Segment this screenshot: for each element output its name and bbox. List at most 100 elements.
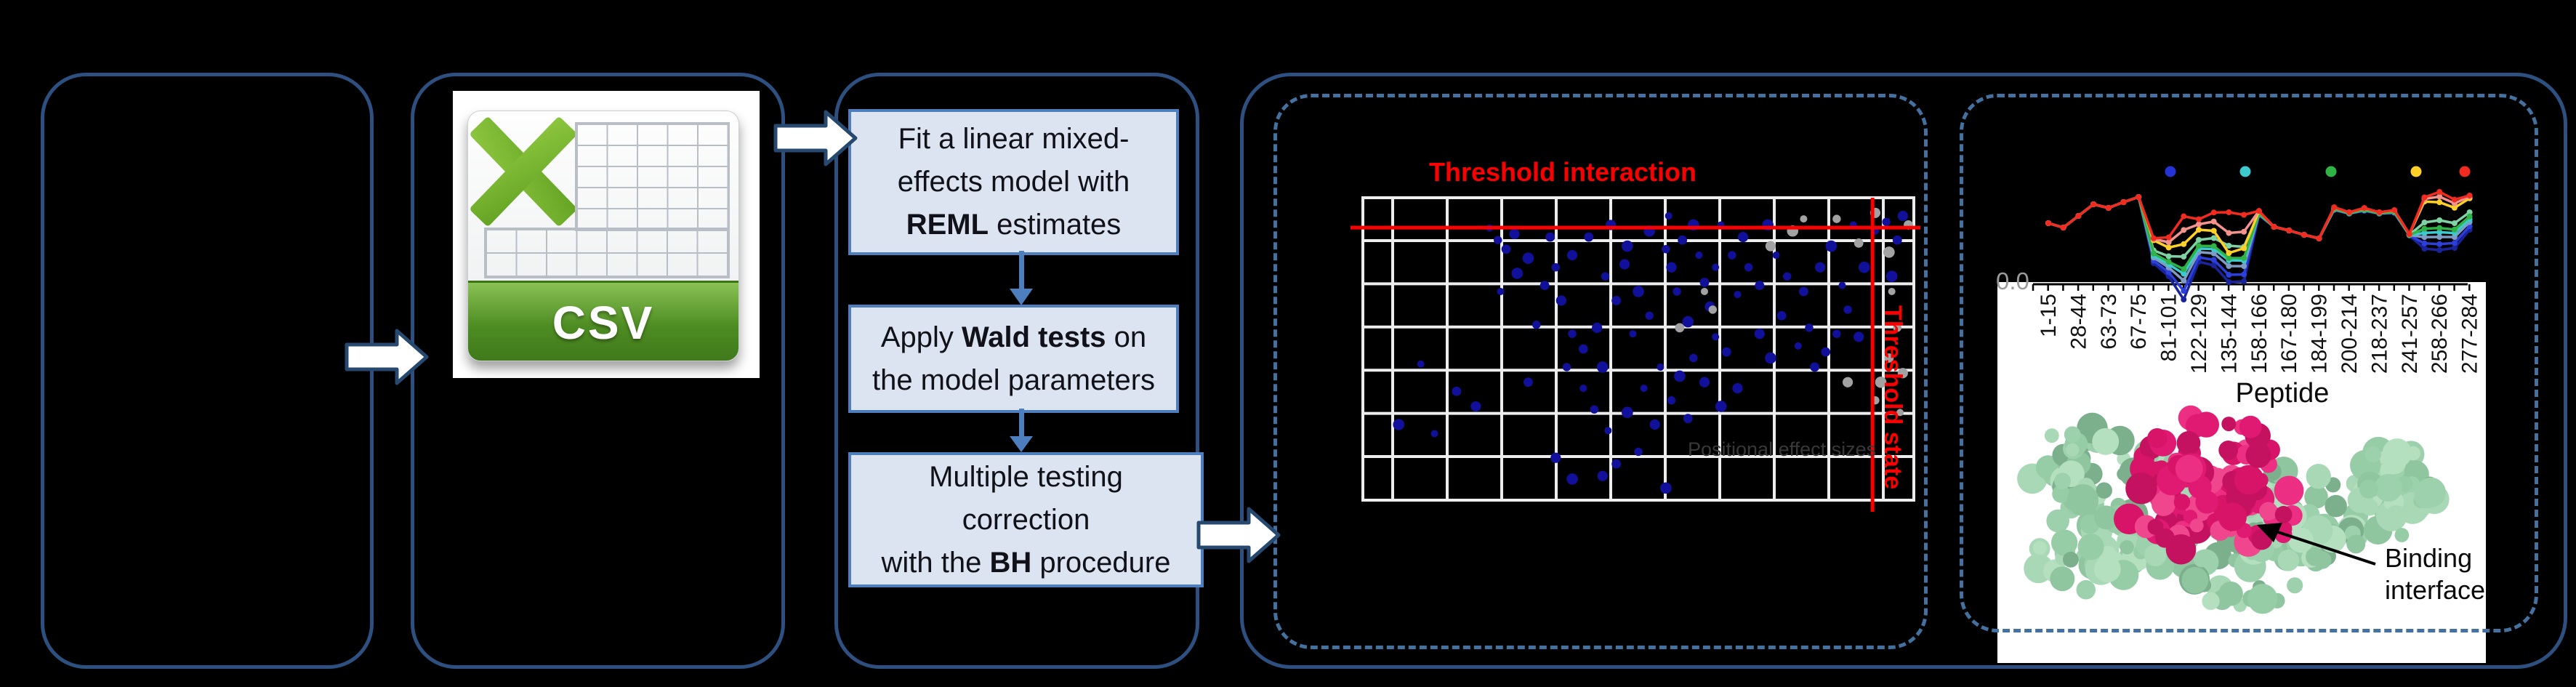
scatter-point [1622,406,1633,419]
protein-surface-blob [2120,539,2134,555]
protein-surface-blob [2304,484,2328,509]
series-marker [2436,229,2443,236]
step-line: with the BH procedure [881,546,1171,579]
threshold-state-label: Threshold state [1879,305,1907,490]
series-marker [2421,220,2428,225]
scatter-point [1853,238,1864,248]
protein-surface-blob [2147,427,2168,449]
scatter-point [1832,329,1841,338]
protein-surface-blob [2346,534,2366,554]
series-marker [2165,244,2172,251]
scatter-point [1843,305,1852,314]
protein-surface-blob [2239,415,2262,438]
scatter-point [1566,249,1578,261]
step-line: correction [962,503,1090,536]
series-marker [2165,253,2172,260]
series-marker [2421,225,2428,232]
x-tick-label: 200-214 [2338,294,2362,374]
series-marker [2226,263,2232,269]
scatter-point [1683,414,1693,424]
scatter-point [1896,409,1904,417]
series-marker [2181,278,2187,284]
series-marker [2181,254,2187,260]
series-marker [2196,227,2202,233]
legend-marker [2165,166,2176,177]
scatter-point [1568,329,1577,338]
series-marker [2196,237,2202,243]
protein-surface-blob [2414,483,2439,509]
series-marker [2181,266,2187,273]
series-marker [2241,271,2247,278]
scatter-point [1765,352,1776,364]
protein-surface-blob [2306,464,2331,489]
series-marker [2241,212,2247,218]
scatter-point [1699,377,1710,387]
series-marker [2271,224,2277,230]
series-marker [2165,239,2172,246]
series-marker [2150,235,2157,241]
scatter-point [1611,296,1622,305]
x-tick-label: 63-73 [2097,294,2121,350]
protein-surface-blob [2364,446,2382,463]
series-marker [2120,199,2127,205]
series-marker [2196,221,2202,228]
scatter-point [1772,252,1780,260]
scatter-point [1885,270,1898,282]
panel-scatter-dashed [1273,94,1928,649]
protein-surface-blob [2181,566,2209,594]
scatter-point [1737,231,1749,243]
scatter-point [1800,215,1808,223]
scatter-point [1649,419,1660,430]
scatter-point [1417,360,1425,368]
peptide-figure-bg: Binding interface [1997,282,2486,663]
series-marker [2421,234,2428,241]
scatter-point [1590,405,1599,414]
protein-surface-blob [2259,502,2278,521]
scatter-point [1721,347,1731,357]
protein-surface-blob [2314,551,2332,569]
scatter-point [1592,322,1603,333]
protein-surface-blob [2325,494,2347,518]
protein-surface-blob [2054,473,2071,490]
series-marker [2331,204,2338,211]
protein-surface-blob [2385,505,2407,527]
scatter-point [1604,427,1612,435]
scatter-point [1754,329,1765,340]
series-marker [2226,255,2232,261]
scatter-point [1597,470,1608,481]
scatter-point [1799,286,1808,297]
series-marker [2210,218,2217,225]
csv-image: CSV [453,91,760,378]
binding-arrow-line [2275,530,2376,566]
protein-surface-blob [2218,502,2247,531]
series-marker [2241,278,2247,284]
scatter-point [1501,244,1511,254]
scatter-point [1700,287,1708,295]
scatter-point [1579,385,1587,393]
protein-surface-blob [2202,592,2220,610]
scatter-point [1640,385,1648,393]
series-marker [2226,209,2232,215]
series-marker [2255,208,2262,214]
scatter-point [1633,286,1644,297]
series-marker [2361,205,2367,212]
scatter-point [1545,232,1555,242]
protein-surface-blob [2394,528,2410,542]
scatter-point [1728,251,1736,260]
step-wald-tests: Apply Wald tests on the model parameters [848,305,1179,413]
scatter-point [1497,287,1505,295]
x-tick-label: 28-44 [2066,294,2090,350]
x-tick-label: 218-237 [2367,294,2391,374]
scatter-point [1578,344,1588,354]
series-marker [2421,230,2428,236]
series-marker [2451,196,2458,203]
scatter-point [1596,361,1609,373]
x-tick-label: 1-15 [2037,294,2061,337]
step-line: Fit a linear mixed- [898,123,1130,155]
scatter-point [1673,287,1681,296]
series-marker [2436,225,2443,231]
scatter-point [1821,347,1831,357]
series-marker [2436,241,2443,247]
protein-surface-blob [2175,454,2203,483]
protein-surface-blob [2374,473,2402,502]
